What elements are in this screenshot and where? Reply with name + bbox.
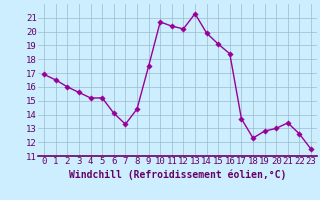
X-axis label: Windchill (Refroidissement éolien,°C): Windchill (Refroidissement éolien,°C) xyxy=(69,169,286,180)
